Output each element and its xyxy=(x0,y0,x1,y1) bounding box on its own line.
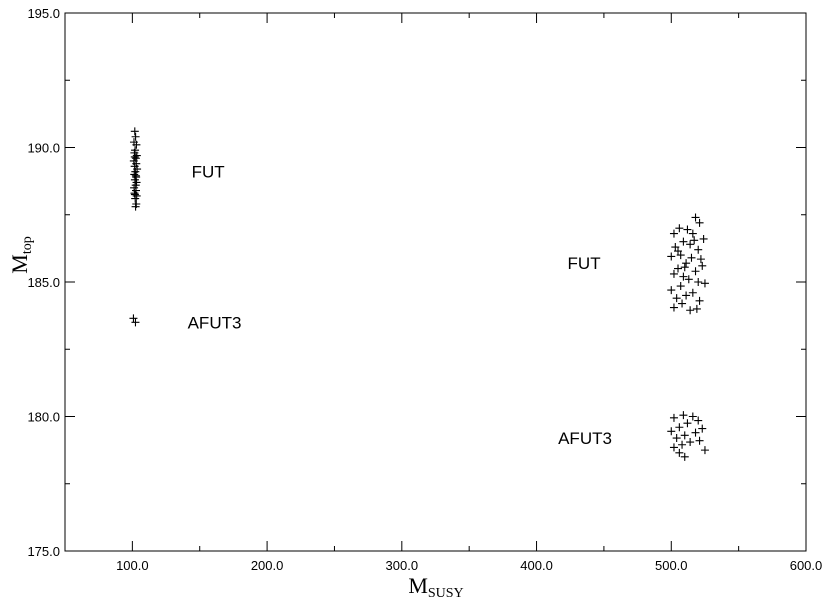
data-point-plus-marker xyxy=(683,419,692,428)
data-point-plus-marker xyxy=(676,251,685,260)
annotations: FUT AFUT3 FUT AFUT3 xyxy=(188,163,612,448)
data-point-plus-marker xyxy=(686,306,695,315)
data-point-plus-marker xyxy=(675,224,684,233)
data-point-plus-marker xyxy=(694,245,703,254)
data-point-plus-marker xyxy=(698,261,707,270)
data-point-plus-marker xyxy=(675,423,684,432)
data-point-plus-marker xyxy=(669,303,678,312)
data-point-plus-marker xyxy=(674,264,683,273)
y-axis-title-main: M xyxy=(7,254,32,274)
data-point-plus-marker xyxy=(131,318,140,327)
data-point-plus-marker xyxy=(130,152,139,161)
data-point-plus-marker xyxy=(680,431,689,440)
data-point-plus-marker xyxy=(683,225,692,234)
data-point-plus-marker xyxy=(667,252,676,261)
data-point-plus-marker xyxy=(678,440,687,449)
data-point-plus-marker xyxy=(700,279,709,288)
data-point-plus-marker xyxy=(696,255,705,264)
data-point-plus-marker xyxy=(132,140,141,149)
data-point-plus-marker xyxy=(691,428,700,437)
data-point-plus-marker xyxy=(680,263,689,272)
y-tick-label: 180.0 xyxy=(27,410,60,425)
y-axis-title: Mtop xyxy=(7,236,35,273)
data-point-plus-marker xyxy=(679,272,688,281)
data-point-plus-marker xyxy=(690,236,699,245)
data-point-plus-marker xyxy=(678,299,687,308)
data-point-plus-marker xyxy=(686,240,695,249)
data-point-plus-marker xyxy=(130,190,139,199)
x-tick-label: 500.0 xyxy=(655,558,688,573)
data-point-plus-marker xyxy=(695,218,704,227)
x-axis-title-sub: SUSY xyxy=(428,586,464,600)
data-point-plus-marker xyxy=(669,229,678,238)
x-tick-label: 600.0 xyxy=(790,558,823,573)
data-point-plus-marker xyxy=(695,436,704,445)
data-point-plus-marker xyxy=(684,275,693,284)
data-point-plus-marker xyxy=(686,438,695,447)
data-point-plus-marker xyxy=(679,237,688,246)
data-points xyxy=(129,127,709,461)
data-point-plus-marker xyxy=(675,448,684,457)
cluster-annotation-label: AFUT3 xyxy=(558,429,612,448)
data-point-plus-marker xyxy=(669,269,678,278)
x-axis-title: MSUSY xyxy=(408,573,463,600)
data-point-plus-marker xyxy=(669,413,678,422)
data-point-plus-marker xyxy=(674,247,683,256)
tick-labels: 100.0 200.0 300.0 400.0 500.0 600.0 175.0 180.0… xyxy=(27,6,822,573)
data-point-plus-marker xyxy=(131,171,140,180)
data-point-plus-marker xyxy=(129,314,138,323)
data-point-plus-marker xyxy=(131,202,140,211)
data-point-plus-marker xyxy=(694,416,703,425)
x-tick-label: 300.0 xyxy=(386,558,419,573)
x-tick-label: 200.0 xyxy=(251,558,284,573)
data-point-plus-marker xyxy=(676,282,685,291)
data-point-plus-marker xyxy=(131,132,140,141)
data-point-plus-marker xyxy=(691,213,700,222)
data-point-plus-marker xyxy=(700,446,709,455)
data-point-plus-marker xyxy=(688,229,697,238)
data-point-plus-marker xyxy=(667,286,676,295)
data-point-plus-marker xyxy=(130,127,139,136)
y-tick-label: 185.0 xyxy=(27,275,60,290)
y-tick-label: 190.0 xyxy=(27,141,60,156)
x-tick-label: 400.0 xyxy=(520,558,553,573)
data-point-plus-marker xyxy=(688,288,697,297)
data-point-plus-marker xyxy=(672,434,681,443)
data-point-plus-marker xyxy=(698,424,707,433)
data-point-plus-marker xyxy=(672,294,681,303)
data-point-plus-marker xyxy=(669,443,678,452)
data-point-plus-marker xyxy=(688,412,697,421)
data-point-plus-marker xyxy=(671,243,680,252)
data-point-plus-marker xyxy=(691,267,700,276)
x-tick-label: 100.0 xyxy=(116,558,149,573)
data-point-plus-marker xyxy=(699,234,708,243)
x-axis-title-main: M xyxy=(408,573,428,598)
y-tick-label: 175.0 xyxy=(27,544,60,559)
data-point-plus-marker xyxy=(687,253,696,262)
data-point-plus-marker xyxy=(682,259,691,268)
axis-ticks xyxy=(64,12,807,552)
data-point-plus-marker xyxy=(695,296,704,305)
data-point-plus-marker xyxy=(667,427,676,436)
cluster-annotation-label: FUT xyxy=(192,163,225,182)
y-axis-title-sub: top xyxy=(20,236,35,254)
y-tick-label: 195.0 xyxy=(27,6,60,21)
data-point-plus-marker xyxy=(682,291,691,300)
cluster-annotation-label: AFUT3 xyxy=(188,313,242,332)
cluster-annotation-label: FUT xyxy=(568,254,601,273)
data-point-plus-marker xyxy=(694,278,703,286)
data-point-plus-marker xyxy=(692,304,701,313)
data-point-plus-marker xyxy=(679,411,688,420)
data-point-plus-marker xyxy=(680,452,689,461)
